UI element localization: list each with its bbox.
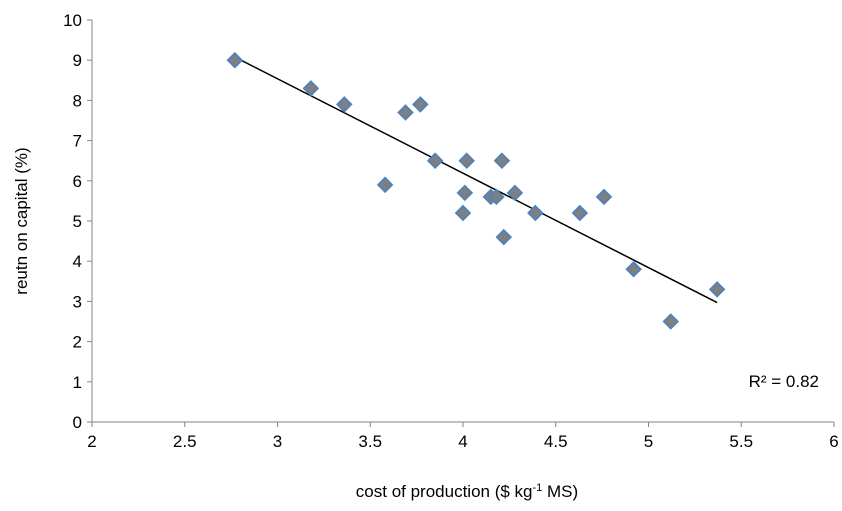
x-tick-label: 5 [644,432,653,451]
y-axis-title: reutn on capital (%) [12,147,31,294]
y-tick-label: 0 [73,413,82,432]
y-tick-label: 4 [73,252,82,271]
data-point [662,313,680,330]
y-tick-label: 10 [63,11,82,30]
trendline-group [234,56,718,304]
y-tick-label: 7 [73,132,82,151]
data-point [426,152,444,169]
r-squared-label: R² = 0.82 [749,372,819,391]
data-point [488,188,505,206]
data-point [506,184,524,202]
x-axis-title-superscript: -1 [533,482,543,494]
data-point [495,228,513,246]
data-point [625,260,642,278]
data-point [456,184,474,202]
y-tick-label: 8 [73,91,82,110]
y-tick-label: 6 [73,172,82,191]
x-tick-label: 4 [458,432,467,451]
x-tick-label: 2 [87,432,96,451]
y-tick-label: 9 [73,51,82,70]
x-axis-ticks: 2 2.5 3 3.5 4 4.5 5 5.5 6 [87,422,839,451]
y-tick-label: 1 [73,373,82,392]
data-point [412,96,429,113]
y-tick-label: 3 [73,292,82,311]
trendline [234,56,718,304]
data-point [595,188,613,206]
x-axis-title-rest: MS) [542,482,578,501]
data-point [336,96,353,113]
data-point [708,281,726,298]
x-tick-label: 3.5 [358,432,382,451]
data-points [226,51,726,330]
y-tick-label: 5 [73,212,82,231]
x-axis-title-main: cost of production ($ kg [356,482,533,501]
data-point [376,176,394,194]
x-tick-label: 4.5 [544,432,568,451]
x-tick-label: 2.5 [173,432,197,451]
x-tick-label: 3 [273,432,282,451]
data-point [458,152,475,169]
data-point [302,80,320,97]
data-point [226,51,244,69]
y-tick-label: 2 [73,333,82,352]
data-point [493,152,511,169]
x-axis-title: cost of production ($ kg-1 MS) [356,482,578,501]
x-tick-label: 6 [829,432,838,451]
data-point [571,204,589,222]
y-axis-ticks: 0 1 2 3 4 5 6 7 8 9 10 [63,11,92,432]
data-point [454,204,472,222]
data-point [397,104,414,121]
data-point [527,204,544,222]
x-tick-label: 5.5 [729,432,753,451]
